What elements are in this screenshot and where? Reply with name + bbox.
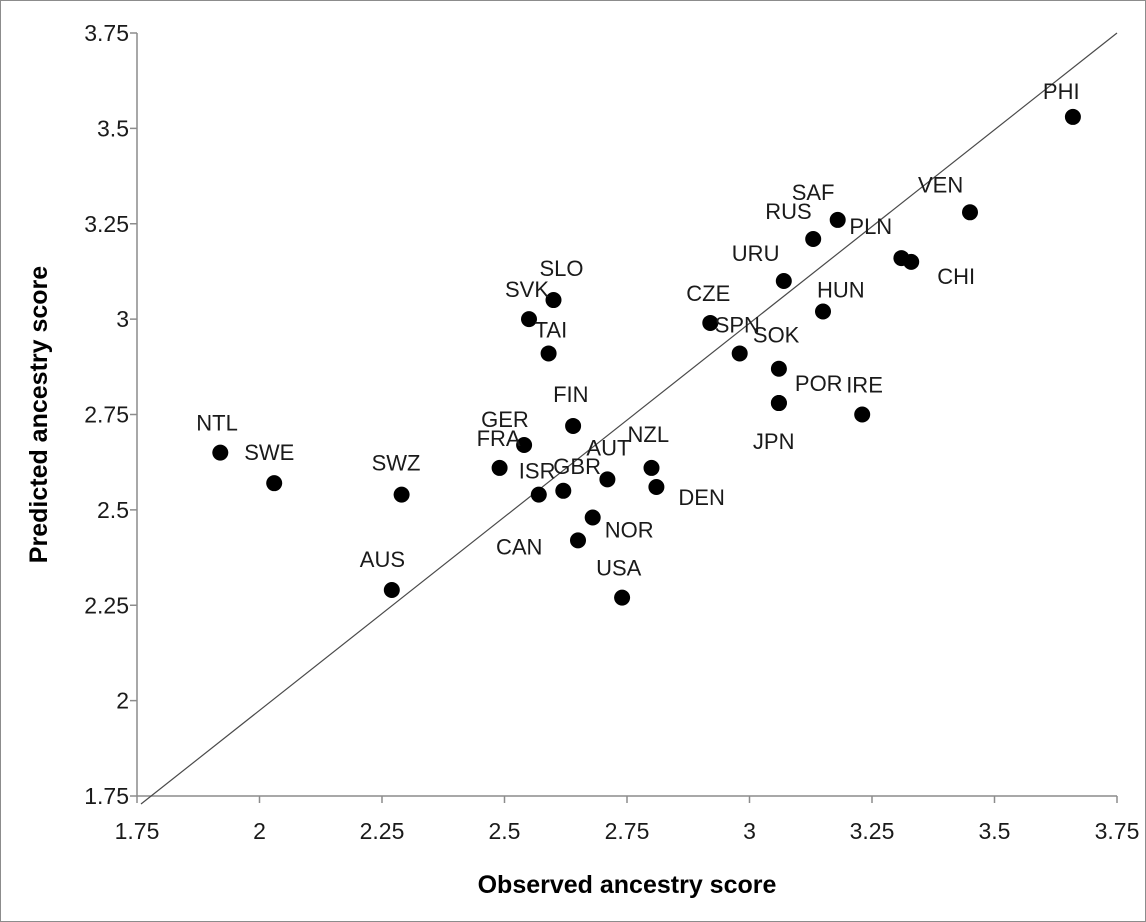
point-label: FIN: [553, 382, 588, 407]
data-point: [516, 437, 533, 454]
x-tick-label: 3.75: [1095, 818, 1140, 844]
data-point: [521, 311, 537, 328]
data-point: [393, 486, 410, 503]
point-label: GBR: [553, 454, 601, 479]
x-tick-label: 3: [743, 818, 756, 844]
data-point: [1064, 108, 1081, 125]
point-label: CZE: [686, 281, 730, 306]
data-point: [815, 303, 831, 320]
point-label: USA: [596, 556, 642, 581]
point-label: HUN: [817, 277, 865, 302]
point-label: RUS: [765, 199, 811, 224]
point-label: SAF: [792, 180, 835, 205]
y-tick-label: 3: [116, 306, 129, 332]
y-tick-label: 2.75: [84, 402, 129, 428]
y-tick-label: 3.5: [97, 115, 129, 141]
data-point: [584, 509, 601, 526]
point-label: GER: [481, 407, 529, 432]
y-tick-label: 3.75: [84, 20, 129, 46]
data-point: [962, 204, 978, 221]
point-label: CAN: [496, 534, 542, 559]
x-tick-label: 3.25: [850, 818, 895, 844]
x-tick-label: 2.75: [605, 818, 650, 844]
point-label: DEN: [678, 485, 724, 510]
y-tick-label: 1.75: [84, 783, 129, 809]
data-point: [565, 417, 582, 434]
data-point: [903, 253, 920, 270]
data-point: [648, 478, 665, 495]
point-label: AUT: [586, 435, 630, 460]
y-axis-title: Predicted ancestry score: [25, 266, 53, 563]
point-label: TAI: [535, 317, 568, 342]
point-label: FRA: [477, 426, 521, 451]
data-point: [530, 486, 547, 503]
point-label: PLN: [849, 214, 892, 239]
data-point: [775, 272, 792, 289]
point-label: IRE: [846, 373, 883, 398]
axes: [136, 33, 1117, 797]
x-tick-label: 2.25: [360, 818, 405, 844]
data-point: [491, 459, 508, 476]
data-point: [702, 314, 719, 331]
x-axis-ticks: 1.75 2 2.25 2.5 2.75 3 3.25 3.5 3.75: [115, 796, 1140, 844]
point-labels: PHIVENSAFRUSPLNCHIURUHUNSLOSVKTAICZESPNS…: [196, 79, 1079, 581]
point-label: NTL: [196, 411, 238, 436]
y-tick-label: 2: [116, 688, 129, 714]
data-point: [212, 444, 229, 461]
point-label: PHI: [1043, 79, 1080, 104]
data-point: [805, 231, 822, 248]
point-label: POR: [795, 371, 843, 396]
y-tick-label: 2.25: [84, 592, 129, 618]
point-label: ISR: [519, 459, 556, 484]
y-axis-ticks: 1.75 2 2.25 2.5 2.75 3 3.25 3.5 3.75: [84, 20, 137, 809]
point-label: SVK: [505, 277, 549, 302]
identity-reference-line: [140, 32, 1118, 805]
data-point: [770, 360, 787, 377]
point-label: AUS: [360, 547, 405, 572]
x-tick-label: 2: [253, 818, 266, 844]
data-point: [540, 345, 557, 362]
point-label: VEN: [918, 172, 963, 197]
data-point: [614, 589, 631, 606]
point-label: SWZ: [372, 451, 421, 476]
point-label: SWE: [244, 440, 294, 465]
point-label: SLO: [540, 256, 584, 281]
data-point: [545, 292, 562, 309]
y-tick-label: 3.25: [84, 211, 129, 237]
data-point: [829, 211, 846, 228]
data-point: [383, 581, 400, 598]
point-label: SOK: [753, 323, 800, 348]
data-point: [643, 459, 660, 476]
data-point: [570, 532, 586, 549]
point-label: URU: [732, 241, 780, 266]
data-point: [555, 482, 572, 499]
data-point: [854, 406, 871, 423]
point-label: SPN: [715, 312, 760, 337]
point-label: CHI: [937, 264, 975, 289]
data-point: [731, 345, 748, 362]
x-axis-title: Observed ancestry score: [478, 871, 777, 899]
x-tick-label: 3.5: [979, 818, 1011, 844]
point-label: NOR: [605, 518, 654, 543]
x-tick-label: 1.75: [115, 818, 160, 844]
data-point: [599, 471, 616, 488]
data-point: [266, 475, 283, 492]
x-tick-label: 2.5: [489, 818, 521, 844]
y-tick-label: 2.5: [97, 497, 129, 523]
data-point: [770, 395, 787, 412]
point-label: JPN: [753, 429, 795, 454]
data-points: [212, 108, 1081, 606]
point-label: NZL: [628, 422, 670, 447]
